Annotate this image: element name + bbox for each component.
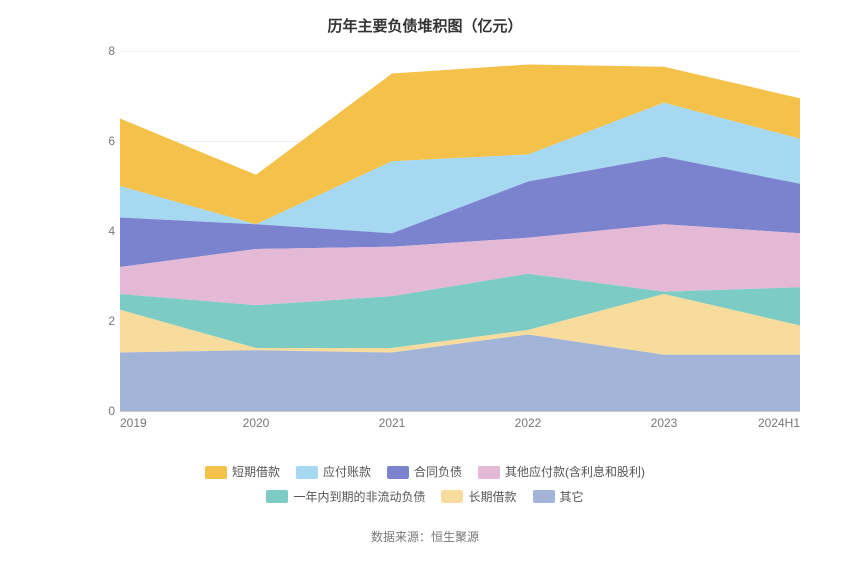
legend-label: 应付账款 bbox=[323, 461, 371, 483]
source-name: 恒生聚源 bbox=[431, 530, 479, 544]
legend-swatch bbox=[296, 466, 318, 479]
legend-label: 其它 bbox=[560, 486, 584, 508]
legend-label: 短期借款 bbox=[232, 461, 280, 483]
source-prefix: 数据来源： bbox=[371, 530, 431, 544]
x-tick-label: 2020 bbox=[243, 416, 270, 430]
x-axis-line bbox=[120, 411, 800, 412]
legend: 短期借款 应付账款 合同负债 其他应付款(含利息和股利) 一年内到期的非流动负债 长期借款… bbox=[30, 461, 820, 510]
x-tick-label: 2019 bbox=[120, 416, 147, 430]
legend-item-other[interactable]: 其它 bbox=[533, 486, 584, 508]
legend-label: 长期借款 bbox=[468, 486, 516, 508]
legend-item-short_loan[interactable]: 短期借款 bbox=[205, 461, 280, 483]
legend-item-contract[interactable]: 合同负债 bbox=[387, 461, 462, 483]
y-tick-label: 6 bbox=[108, 134, 115, 148]
chart-container: 历年主要负债堆积图（亿元） 0 2 4 6 8 2019 2020 2021 2022 2023… bbox=[0, 0, 850, 575]
stacked-area-plot bbox=[120, 51, 800, 411]
legend-swatch bbox=[387, 466, 409, 479]
legend-item-ap[interactable]: 应付账款 bbox=[296, 461, 371, 483]
data-source: 数据来源：恒生聚源 bbox=[30, 528, 820, 545]
legend-swatch bbox=[205, 466, 227, 479]
legend-swatch bbox=[441, 490, 463, 503]
chart-area: 0 2 4 6 8 2019 2020 2021 2022 2023 2024H1 bbox=[30, 46, 820, 441]
legend-label: 合同负债 bbox=[414, 461, 462, 483]
y-tick-label: 8 bbox=[108, 44, 115, 58]
legend-item-long_loan[interactable]: 长期借款 bbox=[441, 486, 516, 508]
x-tick-label: 2023 bbox=[651, 416, 678, 430]
legend-swatch bbox=[266, 490, 288, 503]
legend-label: 一年内到期的非流动负债 bbox=[293, 486, 425, 508]
chart-title: 历年主要负债堆积图（亿元） bbox=[30, 15, 820, 36]
y-tick-label: 0 bbox=[108, 404, 115, 418]
legend-row: 短期借款 应付账款 合同负债 其他应付款(含利息和股利) bbox=[30, 461, 820, 486]
legend-item-nc_due_1y[interactable]: 一年内到期的非流动负债 bbox=[266, 486, 425, 508]
legend-swatch bbox=[533, 490, 555, 503]
x-tick-label: 2022 bbox=[515, 416, 542, 430]
legend-swatch bbox=[478, 466, 500, 479]
legend-label: 其他应付款(含利息和股利) bbox=[505, 461, 645, 483]
legend-item-other_pay[interactable]: 其他应付款(含利息和股利) bbox=[478, 461, 645, 483]
x-tick-label: 2024H1 bbox=[758, 416, 800, 430]
legend-row: 一年内到期的非流动负债 长期借款 其它 bbox=[30, 486, 820, 511]
y-tick-label: 4 bbox=[108, 224, 115, 238]
x-tick-label: 2021 bbox=[379, 416, 406, 430]
y-tick-label: 2 bbox=[108, 314, 115, 328]
